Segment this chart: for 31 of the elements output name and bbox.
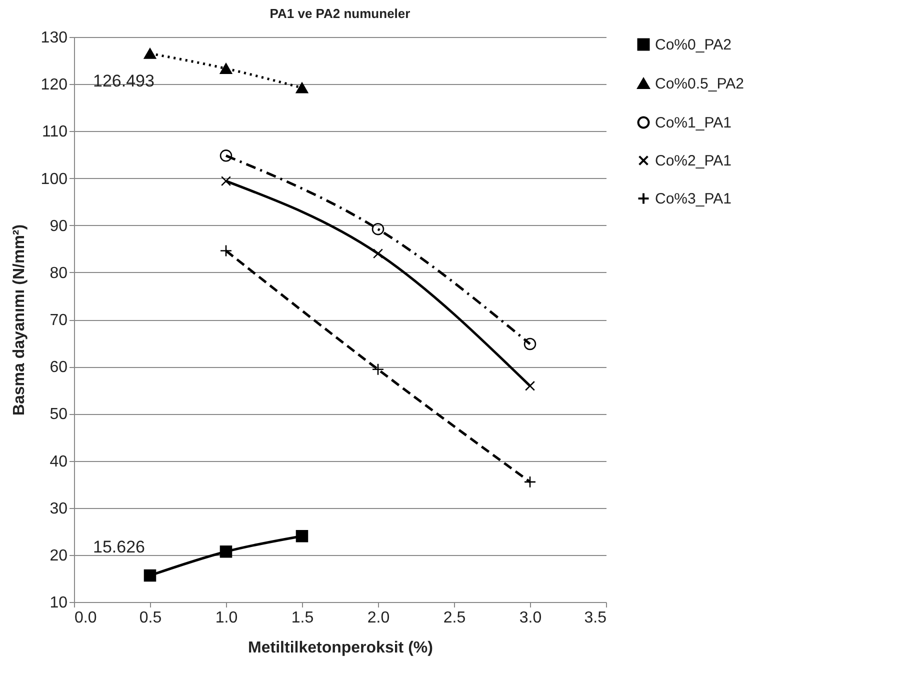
- y-tick-label: 30: [50, 500, 68, 518]
- annotation: 15.626: [93, 538, 145, 557]
- y-tick-label: 90: [50, 218, 68, 235]
- x-tick-label: 2.5: [443, 610, 466, 626]
- legend-label: Co%3_PA1: [655, 190, 732, 208]
- y-tick-label: 100: [40, 170, 68, 188]
- chart-title: PA1 ve PA2 numuneler: [270, 6, 410, 21]
- y-tick-label: 10: [50, 594, 68, 612]
- y-tick-label: 130: [40, 30, 68, 46]
- x-axis-title: Metiltilketonperoksit (%): [248, 640, 433, 656]
- legend-label: Co%1_PA1: [655, 114, 732, 132]
- y-tick-label: 60: [50, 359, 68, 376]
- y-tick-label: 80: [50, 264, 68, 282]
- legend-label: Co%2_PA1: [655, 152, 732, 170]
- annotation: 126.493: [93, 72, 154, 91]
- y-tick-label: 40: [50, 453, 68, 470]
- y-axis-title: Basma dayanımı (N/mm²): [10, 224, 28, 416]
- x-tick-label: 0.5: [139, 610, 162, 626]
- legend-label: Co%0.5_PA2: [655, 76, 744, 92]
- y-tick-label: 20: [50, 547, 68, 564]
- y-tick-label: 120: [40, 76, 68, 94]
- y-tick-label: 110: [42, 124, 68, 141]
- legend-label: Co%0_PA2: [655, 36, 732, 54]
- x-tick-label: 2.0: [367, 610, 390, 626]
- x-tick-label: 0.0: [74, 610, 97, 626]
- x-tick-label: 3.5: [584, 610, 607, 626]
- y-tick-label: 50: [50, 406, 68, 424]
- x-tick-label: 1.5: [291, 610, 314, 626]
- x-tick-label: 3.0: [519, 610, 542, 626]
- x-tick-label: 1.0: [215, 610, 238, 626]
- y-tick-label: 70: [50, 312, 68, 329]
